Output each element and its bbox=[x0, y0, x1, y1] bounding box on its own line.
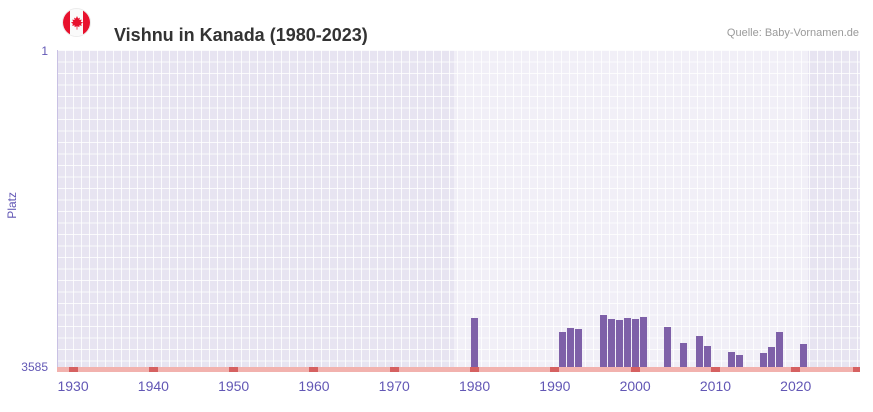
y-axis-tick-label-bottom: 3585 bbox=[21, 360, 48, 374]
bar-1998[interactable] bbox=[615, 320, 623, 372]
bar-2016[interactable] bbox=[760, 352, 768, 372]
y-axis-title: Platz bbox=[5, 192, 19, 219]
bar-1992[interactable] bbox=[567, 327, 575, 372]
bar-2004[interactable] bbox=[663, 326, 671, 372]
plot-area bbox=[57, 50, 860, 372]
x-axis-tick-mark bbox=[630, 367, 640, 372]
y-axis-tick-label-top: 1 bbox=[41, 44, 48, 58]
bar-2012[interactable] bbox=[728, 351, 736, 372]
bar-1993[interactable] bbox=[575, 329, 583, 372]
x-axis-tick-mark bbox=[389, 367, 399, 372]
x-axis-tick-label: 1960 bbox=[298, 378, 330, 394]
bar-2017[interactable] bbox=[768, 347, 776, 372]
highlight-band bbox=[454, 50, 808, 372]
bar-1996[interactable] bbox=[599, 314, 607, 372]
x-axis-tick-mark bbox=[470, 367, 480, 372]
bar-2001[interactable] bbox=[639, 316, 647, 372]
canada-flag-icon bbox=[63, 9, 90, 36]
x-axis-tick-mark bbox=[229, 367, 239, 372]
x-axis-tick-label: 1970 bbox=[378, 378, 410, 394]
x-axis-tick-label: 1940 bbox=[137, 378, 169, 394]
baseline-end-marker bbox=[853, 367, 860, 372]
x-axis-tick-mark bbox=[309, 367, 319, 372]
bar-2013[interactable] bbox=[736, 355, 744, 372]
x-axis-tick-mark bbox=[148, 367, 158, 372]
x-axis-tick-label: 1950 bbox=[218, 378, 250, 394]
bar-2008[interactable] bbox=[695, 335, 703, 372]
x-axis-tick-mark bbox=[791, 367, 801, 372]
bar-2009[interactable] bbox=[703, 346, 711, 372]
x-axis-tick-label: 1980 bbox=[458, 378, 491, 394]
bar-1997[interactable] bbox=[607, 318, 615, 372]
bar-2018[interactable] bbox=[776, 332, 784, 372]
bar-1991[interactable] bbox=[559, 332, 567, 372]
x-axis-tick-label: 2020 bbox=[780, 378, 812, 394]
source-credit: Quelle: Baby-Vornamen.de bbox=[726, 27, 859, 39]
x-axis-tick-mark bbox=[550, 367, 560, 372]
x-axis-baseline bbox=[57, 367, 860, 372]
x-axis-tick-label: 1930 bbox=[57, 378, 89, 394]
bar-2000[interactable] bbox=[631, 319, 639, 372]
bar-2006[interactable] bbox=[679, 342, 687, 372]
bar-1980[interactable] bbox=[471, 317, 479, 372]
bar-2021[interactable] bbox=[800, 343, 808, 372]
x-axis-tick-label: 1990 bbox=[539, 378, 571, 394]
x-axis-tick-mark bbox=[68, 367, 78, 372]
bar-1999[interactable] bbox=[623, 318, 631, 372]
x-axis-tick-mark bbox=[710, 367, 720, 372]
chart-title: Vishnu in Kanada (1980-2023) bbox=[114, 25, 368, 46]
x-axis-tick-label: 2000 bbox=[619, 378, 651, 394]
x-axis-tick-label: 2010 bbox=[699, 378, 732, 394]
